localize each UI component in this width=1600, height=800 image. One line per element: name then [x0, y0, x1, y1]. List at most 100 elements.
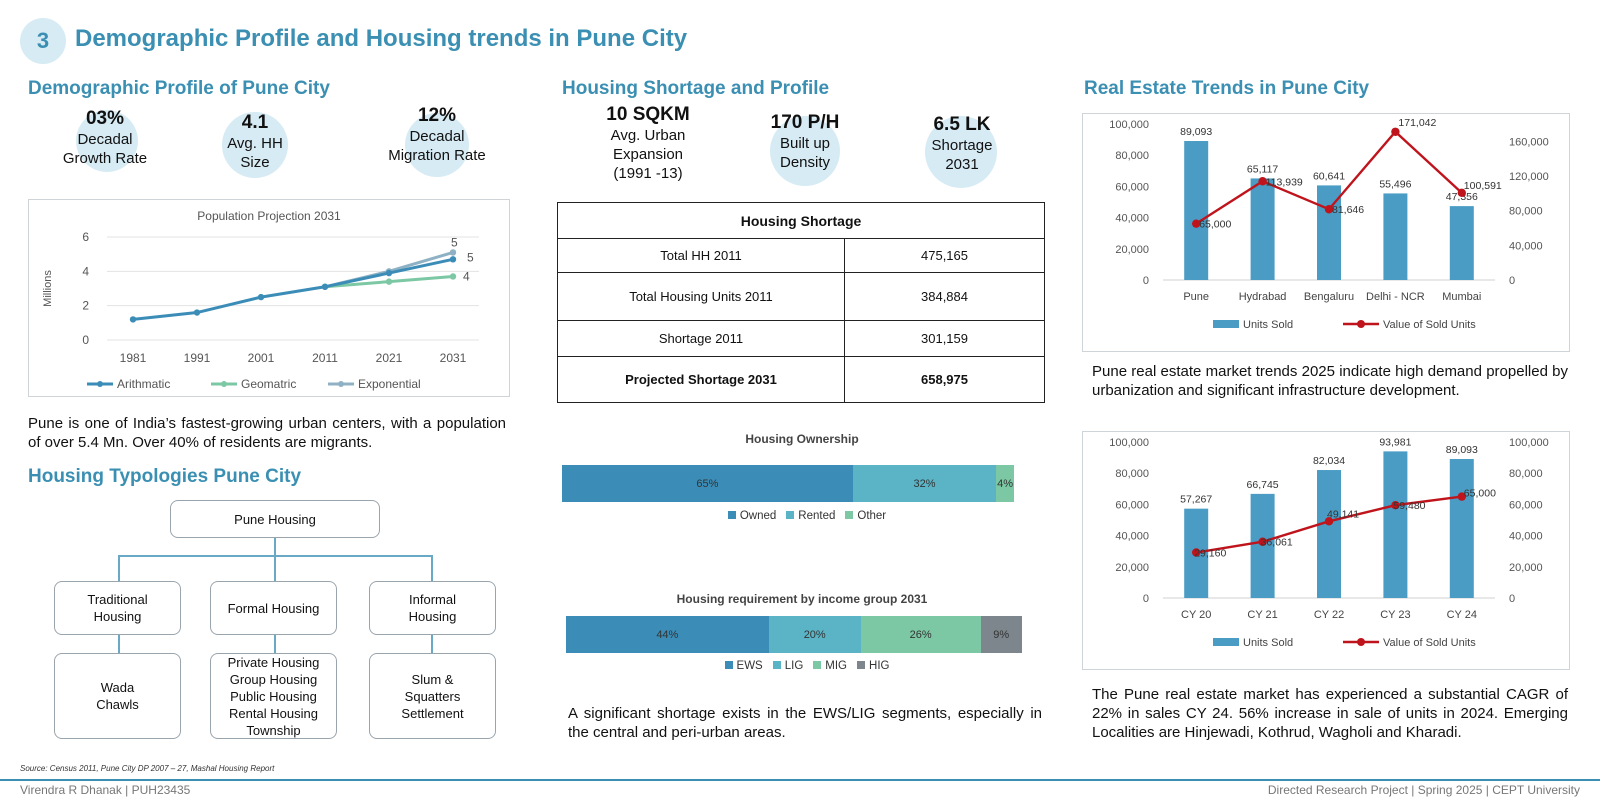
section-number: 3 — [36, 28, 50, 53]
income-chart-legend: EWS LIG MIG HIG — [560, 660, 1044, 672]
footer-divider — [0, 779, 1600, 781]
line-data-point — [1457, 188, 1466, 198]
x-tick-label: CY 24 — [1447, 609, 1477, 621]
typology-informal: Informal Housing — [369, 581, 496, 635]
bar-segment-lig: 20% — [768, 616, 861, 653]
section-number-badge: 3 — [20, 18, 66, 64]
legend-label: EWS — [736, 660, 763, 672]
legend-swatch — [786, 511, 795, 519]
legend-swatch — [727, 511, 736, 519]
table-cell-label: Shortage 2011 — [557, 320, 845, 357]
bar-segment-ews: 44% — [566, 616, 769, 653]
table-cell-value: 658,975 — [844, 356, 1045, 403]
shortage-paragraph: A significant shortage exists in the EWS… — [568, 705, 1042, 741]
housing-shortage-table: Housing Shortage Total HH 2011 475,165 T… — [557, 202, 1045, 403]
stat-value: 6.5 LK — [933, 114, 991, 135]
y-right-tick-label: 40,000 — [1509, 531, 1543, 543]
income-chart-title: Housing requirement by income group 2031 — [676, 592, 928, 606]
bar-segment-rented: 32% — [852, 465, 997, 502]
line-data-label: 49,141 — [1327, 508, 1359, 520]
line-data-point — [1324, 517, 1334, 526]
realestate-paragraph-1: Pune real estate market trends 2025 indi… — [1092, 363, 1568, 399]
chart-title: Population Projection 2031 — [197, 209, 341, 223]
x-tick-label: CY 23 — [1380, 609, 1410, 621]
stat-label: Size — [240, 154, 270, 171]
y-left-tick-label: 20,000 — [1115, 244, 1149, 256]
x-tick-label: CY 20 — [1181, 609, 1211, 621]
stat-label: Growth Rate — [62, 150, 148, 167]
stat-label: Decadal — [409, 128, 465, 145]
income-chart-bar: 44% 20% 26% 9% — [566, 616, 1022, 653]
legend-marker — [1357, 638, 1365, 646]
y-left-tick-label: 20,000 — [1115, 562, 1149, 574]
legend-marker — [221, 381, 227, 387]
line-data-label: 65,000 — [1464, 488, 1496, 500]
ownership-chart-bar: 65% 32% 4% — [562, 465, 1014, 502]
stat-density: 170 P/H Built up Density — [750, 112, 860, 186]
footer-right: Directed Research Project | Spring 2025 … — [1267, 783, 1580, 797]
data-point — [257, 293, 265, 301]
y-tick-label: 2 — [82, 299, 89, 313]
legend-swatch — [772, 661, 781, 669]
line-data-label: 36,061 — [1261, 537, 1293, 549]
stat-label: Migration Rate — [388, 147, 486, 164]
legend-label: Arithmatic — [117, 377, 170, 391]
legend-label: Value of Sold Units — [1383, 637, 1476, 649]
legend-swatch — [1213, 320, 1239, 328]
table-cell-value: 384,884 — [844, 272, 1045, 321]
end-data-label: 5 — [467, 250, 474, 264]
y-left-tick-label: 0 — [1143, 593, 1149, 605]
ownership-chart-legend: Owned Rented Other — [560, 510, 1044, 522]
legend-label: Exponential — [358, 377, 421, 391]
source-note: Source: Census 2011, Pune City DP 2007 –… — [20, 764, 275, 773]
bar-data-label: 93,981 — [1379, 436, 1411, 448]
line-data-point — [1258, 537, 1267, 546]
stat-value: 03% — [85, 108, 125, 129]
y-right-tick-label: 160,000 — [1509, 136, 1549, 148]
page-title: Demographic Profile and Housing trends i… — [75, 25, 688, 52]
line-data-label: 59,480 — [1393, 500, 1425, 512]
legend-swatch — [813, 661, 822, 669]
y-left-tick-label: 100,000 — [1109, 437, 1149, 449]
stat-value: 12% — [417, 105, 457, 126]
table-header: Housing Shortage — [557, 202, 1045, 239]
legend-swatch — [845, 511, 854, 519]
x-tick-label: CY 21 — [1247, 609, 1277, 621]
y-tick-label: 6 — [82, 230, 89, 244]
data-point — [449, 273, 457, 280]
line-data-point — [1391, 127, 1400, 136]
table-cell-label: Total HH 2011 — [557, 238, 845, 273]
bar — [1317, 470, 1341, 598]
x-tick-label: 1981 — [120, 351, 147, 365]
line-data-point — [1192, 548, 1201, 557]
legend-label: Units Sold — [1243, 637, 1293, 649]
y-right-tick-label: 60,000 — [1509, 499, 1543, 511]
bar-data-label: 89,093 — [1446, 444, 1478, 456]
x-tick-label: CY 22 — [1314, 609, 1344, 621]
end-data-label: 4 — [463, 269, 470, 283]
y-right-tick-label: 40,000 — [1509, 240, 1543, 252]
legend-marker — [97, 381, 103, 387]
legend-label: LIG — [784, 660, 804, 672]
typologies-section-title: Housing Typologies Pune City — [28, 466, 302, 487]
stat-value: 4.1 — [241, 112, 269, 133]
y-right-tick-label: 0 — [1509, 593, 1515, 605]
y-left-tick-label: 40,000 — [1115, 531, 1149, 543]
stat-label: Built up — [779, 135, 831, 152]
data-point — [129, 316, 137, 323]
stat-label: 2031 — [945, 156, 979, 173]
realestate-paragraph-2: The Pune real estate market has experien… — [1092, 686, 1568, 741]
bar-segment-owned: 65% — [562, 465, 853, 502]
line-data-label: 171,042 — [1398, 117, 1436, 129]
y-left-tick-label: 0 — [1143, 275, 1149, 287]
stat-migration-rate: 12% Decadal Migration Rate — [372, 105, 502, 177]
x-tick-label: Hydrabad — [1239, 291, 1287, 303]
bar — [1383, 193, 1408, 280]
typology-traditional-items: Wada Chawls — [54, 653, 181, 739]
x-tick-label: 2001 — [248, 351, 275, 365]
y-tick-label: 0 — [82, 333, 89, 347]
bar — [1449, 459, 1474, 598]
stat-label: Decadal — [77, 131, 133, 148]
legend-marker — [338, 381, 344, 387]
table-cell-label: Total Housing Units 2011 — [557, 272, 845, 321]
